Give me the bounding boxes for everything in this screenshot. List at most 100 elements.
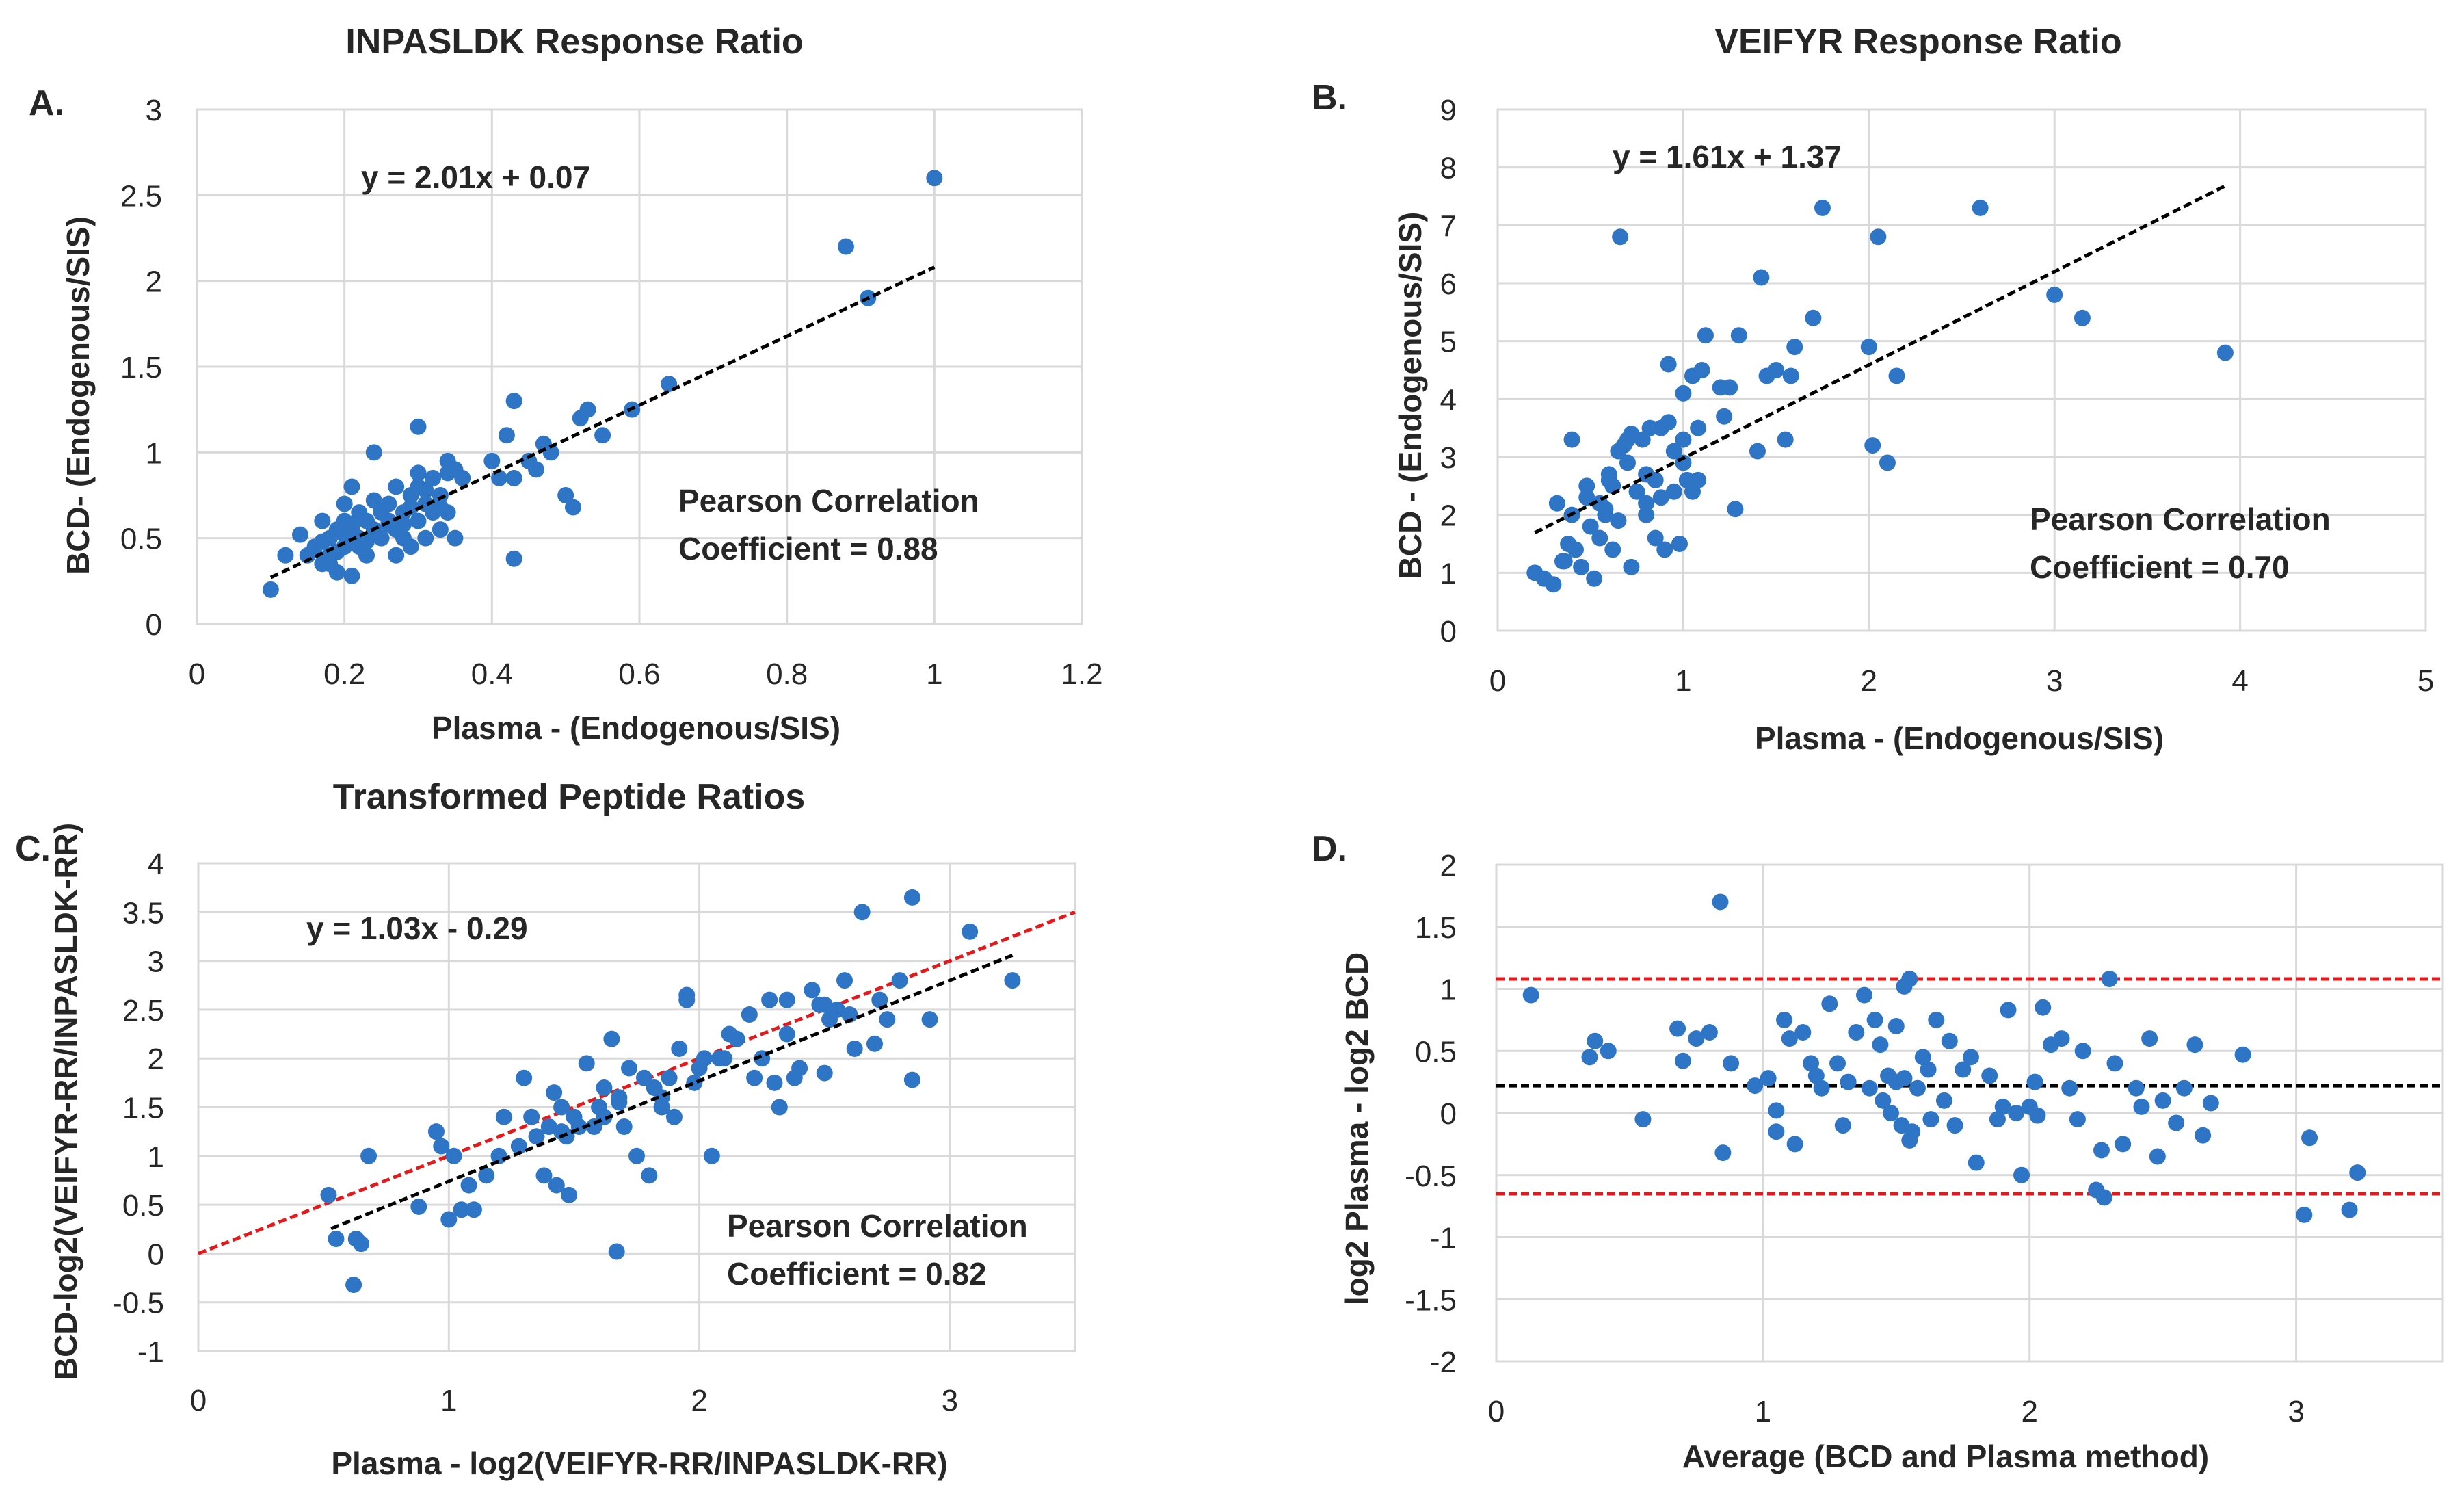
panel-d-data-point: [1807, 1067, 1825, 1084]
panel-d-data-point: [1968, 1154, 1985, 1171]
panel-d-data-point: [1794, 1024, 1812, 1041]
panel-d-x-tick-label: 0: [1488, 1395, 1505, 1428]
panel-b-data-point: [1693, 362, 1710, 378]
panel-d: -2 -1.5 -1 -0.5 0 0.5 1 1.5 2 0 1 2 3 D. Average (BCD …: [1312, 829, 2444, 1474]
panel-a-data-point: [343, 478, 360, 495]
panel-b-data-point: [1879, 454, 1896, 471]
panel-b-data-point: [1619, 454, 1636, 471]
panel-b-data-point: [1786, 339, 1803, 356]
panel-a: 0 0.5 1 1.5 2 2.5 3 0 0.2 0.4 0.6 0.8 1 1.2 A. INPASLDK…: [29, 22, 1103, 746]
panel-d-data-point: [1714, 1144, 1732, 1162]
panel-c-data-point: [603, 1030, 620, 1047]
panel-b-data-point: [1782, 367, 1799, 384]
panel-d-data-point: [2341, 1201, 2358, 1218]
panel-c-data-point: [345, 1277, 362, 1294]
panel-d-data-point: [1786, 1136, 1803, 1153]
panel-a-data-point: [395, 516, 412, 533]
panel-a-data-point: [557, 487, 574, 503]
panel-c-equation: y = 1.03x - 0.29: [306, 911, 528, 946]
panel-b-data-point: [1612, 228, 1629, 246]
panel-b-data-point: [1860, 339, 1877, 356]
panel-d-y-tick-label: -0.5: [1405, 1160, 1457, 1193]
panel-c-data-point: [528, 1128, 545, 1145]
panel-d-data-point: [2101, 970, 2118, 987]
panel-a-y-tick-label: 0.5: [120, 523, 162, 556]
panel-c-data-point: [553, 1099, 570, 1116]
panel-b-x-tick-label: 2: [1861, 664, 1877, 698]
panel-c-letter: C.: [15, 829, 51, 869]
panel-d-data-point: [1600, 1043, 1617, 1060]
panel-d-data-point: [2069, 1111, 2086, 1128]
panel-b-data-point: [1600, 466, 1617, 483]
panel-a-trendline: [269, 265, 936, 579]
panel-d-y-tick-label: -2: [1430, 1346, 1457, 1379]
panel-a-data-point: [542, 444, 559, 461]
panel-c-data-point: [495, 1108, 512, 1125]
panel-d-data-point: [1674, 1052, 1691, 1069]
panel-d-data-point: [2053, 1030, 2070, 1047]
panel-d-data-point: [1634, 1111, 1652, 1128]
panel-c-data-point: [410, 1198, 427, 1215]
panel-c-identity-line: [198, 910, 1076, 1255]
panel-d-x-tick-label: 2: [2021, 1395, 2037, 1428]
panel-c-data-point: [686, 1074, 703, 1091]
panel-a-y-tick-label: 3: [146, 94, 162, 127]
panel-d-data-point: [2296, 1206, 2313, 1223]
panel-a-data-point: [321, 555, 339, 573]
panel-c-annotation-line1: Pearson Correlation: [727, 1208, 1028, 1244]
panel-c-y-tick-label: 2.5: [122, 994, 164, 1028]
panel-d-y-tick-label: 1: [1440, 973, 1457, 1007]
panel-c-y-tick-label: 3: [148, 945, 164, 979]
panel-d-data-point: [1688, 1030, 1705, 1047]
panel-a-data-point: [564, 499, 581, 516]
panel-d-data-point: [2133, 1098, 2150, 1115]
panel-a-x-tick-label: 1: [926, 657, 942, 691]
panel-b-data-point: [1567, 541, 1584, 558]
panel-c-data-point: [427, 1123, 445, 1140]
panel-a-y-tick-label: 1.5: [120, 351, 162, 384]
panel-d-data-point: [1848, 1024, 1865, 1041]
panel-c-data-point: [621, 1060, 638, 1077]
panel-a-data-point: [343, 567, 360, 584]
panel-d-data-point: [2013, 1166, 2030, 1183]
panel-a-data-point: [336, 516, 353, 533]
panel-a-data-point: [314, 533, 331, 550]
panel-b-data-point: [1690, 419, 1707, 436]
panel-d-data-point: [1856, 986, 1873, 1004]
panel-c-data-point: [741, 1006, 758, 1023]
panel-a-data-point: [358, 547, 375, 564]
panel-a-data-point: [454, 469, 471, 486]
panel-c-trendline: [330, 954, 1014, 1231]
panel-b-ylabel: BCD - (Endogenous/SIS): [1392, 212, 1428, 579]
panel-c-data-point: [678, 986, 696, 1004]
panel-b-data-point: [1870, 228, 1887, 246]
panel-c-ylabel: BCD-log2(VEIFYR-RR/INPASLDK-RR): [48, 823, 83, 1380]
panel-a-x-tick-label: 0.2: [323, 657, 365, 691]
panel-c-data-point: [962, 923, 979, 940]
panel-b-data-point: [1864, 437, 1881, 454]
panel-c-data-point: [816, 1064, 833, 1082]
panel-c-data-point: [661, 1069, 678, 1086]
panel-b-data-point: [1628, 483, 1645, 500]
panel-c-data-point: [360, 1147, 377, 1164]
panel-c-data-point: [445, 1147, 462, 1164]
panel-d-data-point: [1981, 1067, 1998, 1084]
panel-c-y-tick-label: -1: [137, 1335, 164, 1369]
panel-b-data-point: [2216, 344, 2234, 361]
panel-d-data-point: [2128, 1079, 2145, 1097]
panel-c-y-tick-label: 1.5: [122, 1092, 164, 1125]
panel-d-data-point: [1882, 1105, 1899, 1121]
panel-b-data-point: [1545, 576, 1562, 593]
panel-d-data-point: [2186, 1036, 2203, 1054]
panel-c-x-tick-label: 0: [190, 1384, 207, 1417]
panel-a-data-point: [402, 499, 419, 516]
panel-b-data-point: [1660, 414, 1677, 431]
panel-c-data-point: [523, 1108, 540, 1125]
panel-c-y-tick-label: -0.5: [112, 1287, 164, 1320]
panel-c-data-point: [615, 1118, 633, 1136]
panel-b-y-tick-label: 0: [1440, 615, 1457, 649]
panel-b-data-point: [1768, 362, 1785, 378]
panel-a-x-tick-label: 0.6: [618, 657, 660, 691]
panel-d-data-point: [2154, 1092, 2171, 1109]
